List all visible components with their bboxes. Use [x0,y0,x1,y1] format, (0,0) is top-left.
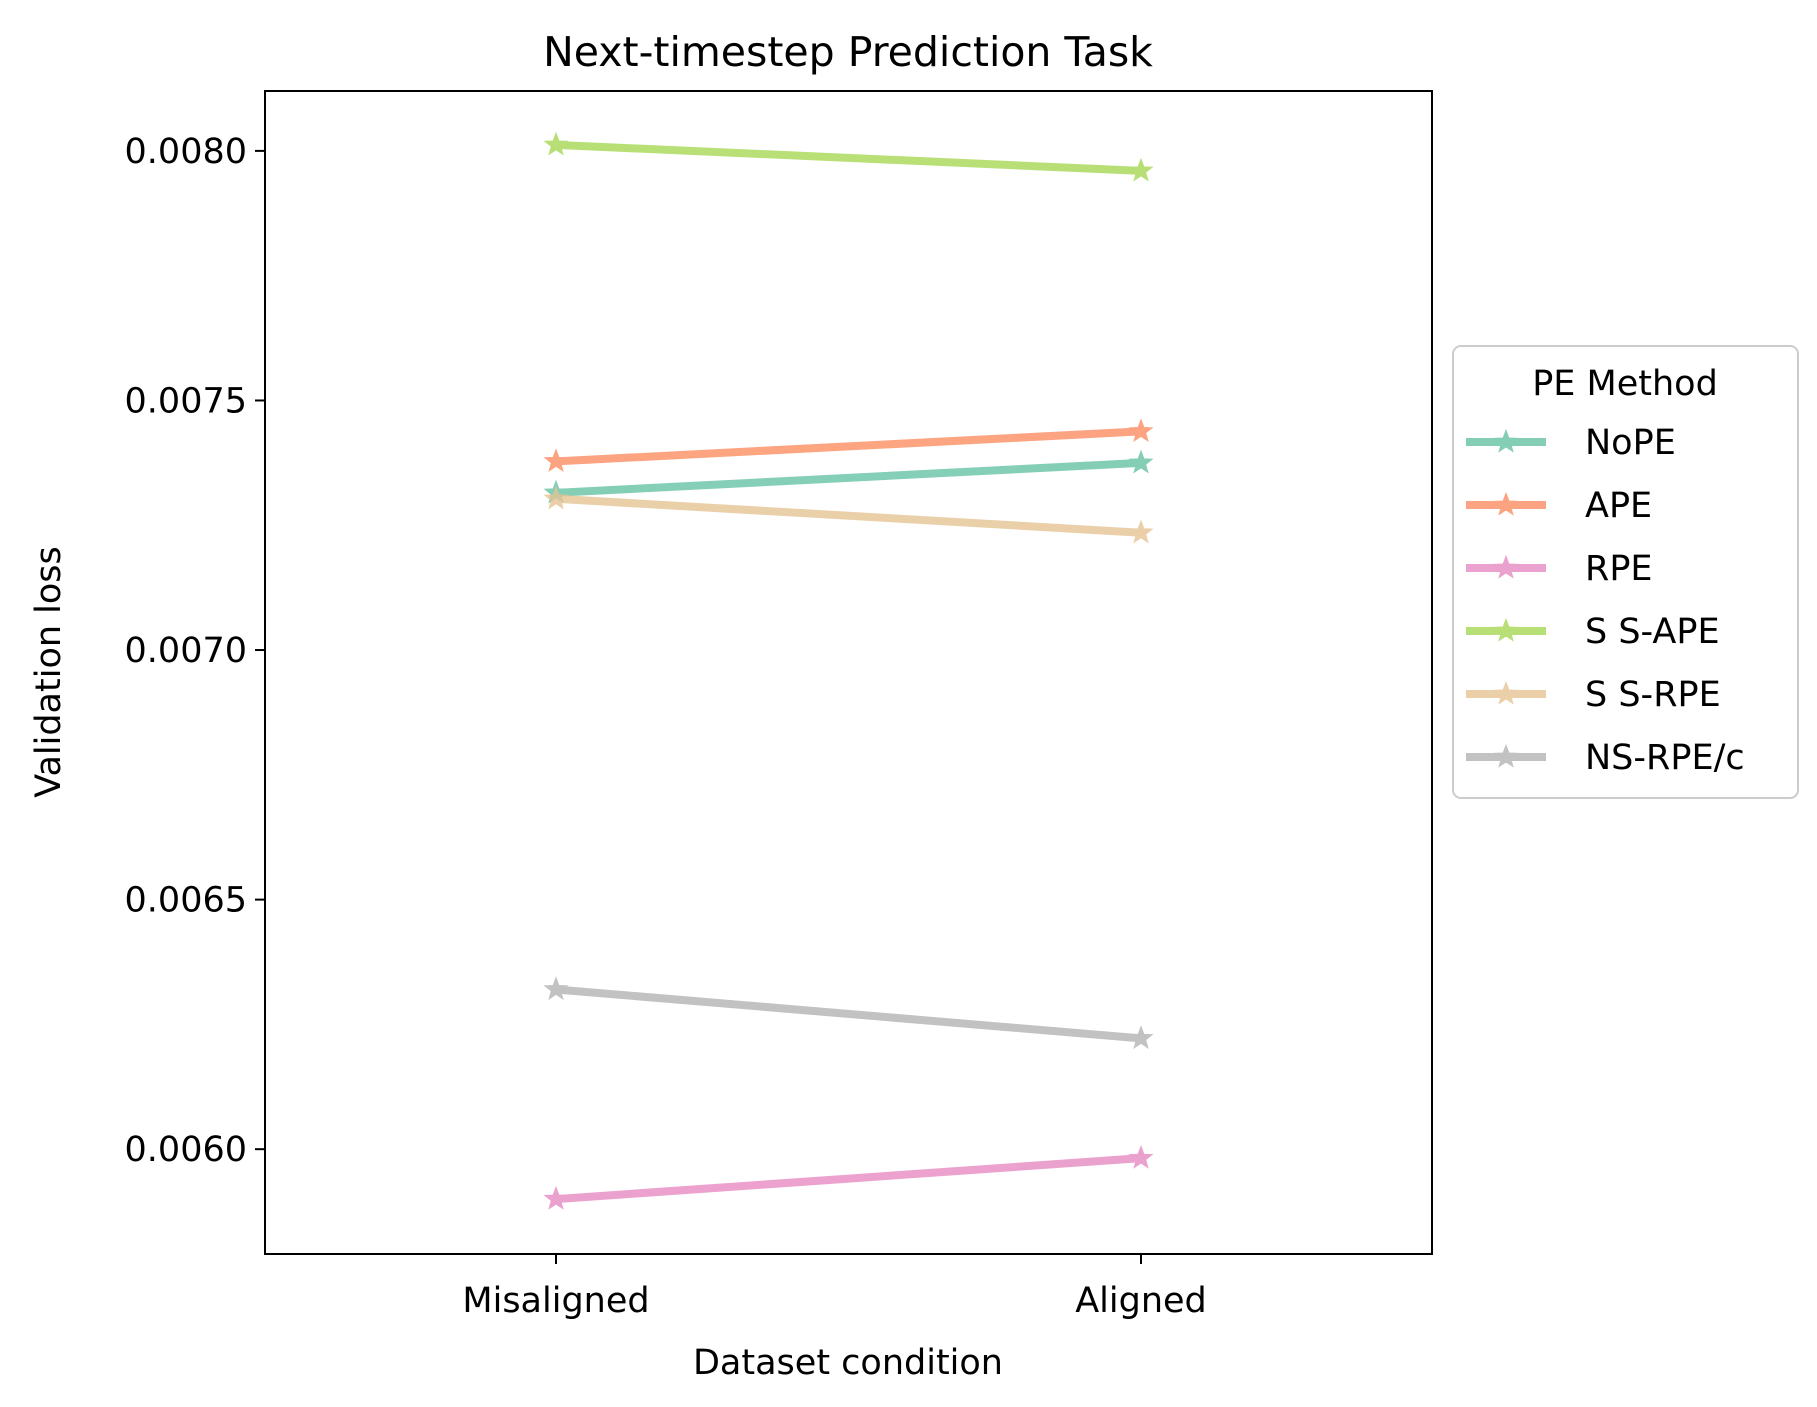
legend-entry-s-s-rpe: S S-RPE [1466,675,1721,715]
legend-swatch [1466,554,1546,579]
series-line [555,427,1142,466]
legend-marker [1493,554,1519,579]
legend-swatch [1466,491,1546,516]
legend-items: NoPE APE RPE S S-APE S S-RPE NS-RPE/c [1466,423,1745,778]
x-axis-label: Dataset condition [693,1343,1003,1383]
legend-swatch [1466,743,1546,768]
y-tick-label: 0.0075 [125,381,247,421]
x-axis: Misaligned Aligned [462,1254,1207,1321]
data-point-marker [1128,1025,1154,1050]
legend-marker [1493,491,1519,516]
data-point-marker [543,976,569,1001]
legend-label: S S-APE [1585,612,1720,652]
legend: PE Method NoPE APE RPE S S-APE S S-RPE NS-RPE… [1452,345,1799,799]
legend-marker [1493,617,1519,642]
series-line [555,458,1142,497]
y-tick-label: 0.0060 [125,1130,247,1170]
y-tick-label: 0.0080 [125,132,247,172]
data-point-marker [1128,157,1154,182]
legend-label: NoPE [1585,423,1676,463]
legend-entry-s-s-ape: S S-APE [1466,612,1720,652]
y-axis: 0.0060 0.0065 0.0070 0.0075 0.0080 [125,132,265,1170]
chart-title: Next-timestep Prediction Task [543,28,1153,76]
data-point-marker [1128,1145,1154,1169]
plot-frame [264,90,1433,1255]
data-point-marker [1128,418,1154,443]
data-point-marker [543,1185,569,1210]
series-ape [543,418,1154,473]
legend-label: APE [1585,486,1652,526]
data-point-marker [543,448,569,473]
series-line [555,140,1142,175]
y-tick-label: 0.0065 [125,881,247,921]
legend-label: RPE [1585,549,1653,589]
series-s-s-rpe [543,485,1154,544]
series-s-s-ape [543,131,1154,182]
series-line [555,985,1142,1043]
legend-entry-ape: APE [1466,486,1652,526]
legend-box [1452,345,1799,799]
series-rpe [543,1145,1154,1210]
legend-swatch [1466,680,1546,705]
series-ns-rpe-c [543,976,1154,1050]
legend-marker [1493,428,1519,453]
series-line [555,1154,1142,1204]
data-point-marker [543,485,569,510]
legend-title: PE Method [1532,364,1718,404]
legend-label: NS-RPE/c [1585,738,1745,778]
x-tick-label: Misaligned [462,1281,649,1321]
legend-marker [1493,743,1519,768]
series-line [555,494,1142,537]
legend-entry-ns-rpe-c: NS-RPE/c [1466,738,1745,778]
legend-entry-nope: NoPE [1466,423,1676,463]
data-point-marker [543,131,569,156]
series-layer [543,131,1154,1210]
data-point-marker [1128,519,1154,544]
y-axis-label: Validation loss [29,546,69,798]
legend-swatch [1466,428,1546,453]
y-tick-label: 0.0070 [125,631,247,671]
data-point-marker [1128,449,1154,474]
legend-entry-rpe: RPE [1466,549,1653,589]
legend-marker [1493,680,1519,705]
legend-swatch [1466,617,1546,642]
legend-label: S S-RPE [1585,675,1721,715]
x-tick-label: Aligned [1075,1281,1207,1321]
